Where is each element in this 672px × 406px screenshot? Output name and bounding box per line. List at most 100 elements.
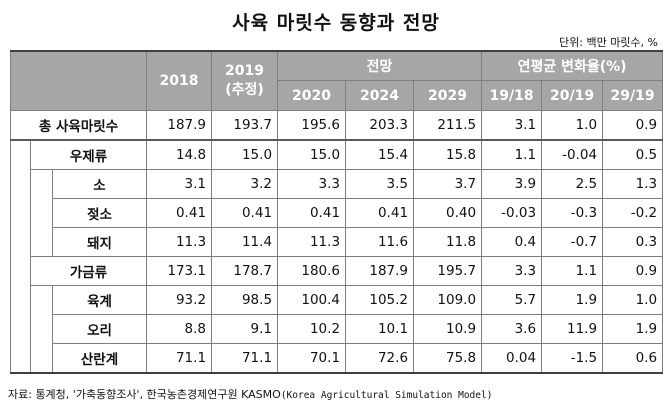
header-29-19: 29/19	[602, 80, 664, 111]
cell: 193.7	[211, 110, 279, 141]
row-label: 가금류	[29, 256, 148, 286]
header-19-18: 19/18	[481, 80, 543, 111]
table-row-total: 총 사육마릿수 187.9 193.7 195.6 203.3 211.5 3.…	[9, 110, 664, 141]
cell: 10.2	[277, 314, 347, 344]
cell: 211.5	[413, 110, 483, 141]
header-20-19: 20/19	[541, 80, 604, 111]
cell: 2.5	[541, 169, 604, 199]
source-english: (Korea Agricultural Simulation Model)	[280, 390, 493, 401]
cell: 3.3	[277, 169, 347, 199]
cell: 10.9	[413, 314, 483, 344]
cell: 3.3	[481, 256, 543, 286]
cell: -0.04	[541, 139, 604, 170]
cell: 72.6	[345, 343, 415, 374]
cell: 105.2	[345, 285, 415, 315]
cell: 0.9	[602, 110, 664, 141]
cell: 3.1	[146, 169, 213, 199]
cell: 1.1	[481, 139, 543, 170]
header-2019-year: 2019	[225, 63, 265, 79]
cell: 187.9	[146, 110, 213, 141]
cell: 10.1	[345, 314, 415, 344]
header-2024: 2024	[345, 80, 415, 111]
cell: 93.2	[146, 285, 213, 315]
cell: 71.1	[146, 343, 213, 374]
table-row-pig: 돼지 11.3 11.4 11.3 11.6 11.8 0.4 -0.7 0.3	[11, 227, 664, 257]
indent-spacer	[10, 140, 31, 373]
cell: 75.8	[413, 343, 483, 374]
header-2020: 2020	[277, 80, 347, 111]
header-growth: 연평균 변화율(%)	[481, 50, 664, 81]
unit-note: 단위: 백만 마릿수, %	[559, 36, 658, 49]
cell: 1.9	[541, 285, 604, 315]
cell: 11.9	[541, 314, 604, 344]
cell: 0.5	[602, 139, 664, 170]
table-row-even-toed: 우제류 14.8 15.0 15.0 15.4 15.8 1.1 -0.04 0…	[10, 139, 664, 373]
cell: 3.1	[481, 110, 543, 141]
cell: 1.0	[541, 110, 604, 141]
row-label: 오리	[51, 314, 148, 344]
cell: -1.5	[541, 343, 604, 374]
header-2018: 2018	[146, 50, 213, 111]
table-row-layer: 산란계 71.1 71.1 70.1 72.6 75.8 0.04 -1.5 0…	[11, 343, 664, 374]
cell: 11.3	[146, 227, 213, 257]
cell: 1.3	[602, 169, 664, 199]
cell: 15.0	[211, 139, 279, 170]
cell: 178.7	[211, 256, 279, 286]
cell: 195.6	[277, 110, 347, 141]
cell: 98.5	[211, 285, 279, 315]
cell: 0.9	[602, 256, 664, 286]
cell: 173.1	[146, 256, 213, 286]
cell: 14.8	[146, 139, 213, 170]
source-text: 자료: 통계청, '가축동향조사', 한국농촌경제연구원 KASMO	[8, 388, 281, 401]
row-label: 돼지	[51, 227, 148, 257]
header-outlook: 전망	[277, 50, 483, 81]
cell: 15.0	[277, 139, 347, 170]
cell: 0.41	[211, 198, 279, 228]
cell: 71.1	[211, 343, 279, 374]
header-2019: 2019 (추정)	[211, 50, 279, 111]
row-label: 산란계	[51, 343, 148, 374]
cell: -0.3	[541, 198, 604, 228]
cell: 11.6	[345, 227, 415, 257]
cell: 0.3	[602, 227, 664, 257]
cell: 0.6	[602, 343, 664, 374]
cell: 187.9	[345, 256, 415, 286]
row-label: 우제류	[29, 139, 148, 170]
cell: 0.41	[146, 198, 213, 228]
row-label: 젖소	[51, 198, 148, 228]
table-row-broiler: 육계 93.2 98.5 100.4 105.2 109.0 5.7 1.9 1…	[11, 285, 664, 373]
livestock-table: 2018 2019 (추정) 전망 연평균 변화율(%) 2020 2024 2…	[9, 50, 664, 374]
cell: 3.9	[481, 169, 543, 199]
table-row-cattle: 소 3.1 3.2 3.3 3.5 3.7 3.9 2.5 1.3	[11, 169, 664, 257]
row-label: 소	[51, 169, 148, 199]
row-label: 육계	[51, 285, 148, 315]
cell: 70.1	[277, 343, 347, 374]
cell: 9.1	[211, 314, 279, 344]
page-title: 사육 마릿수 동향과 전망	[232, 12, 440, 34]
cell: 109.0	[413, 285, 483, 315]
cell: 8.8	[146, 314, 213, 344]
source-note: 자료: 통계청, '가축동향조사', 한국농촌경제연구원 KASMO(Korea…	[8, 386, 492, 402]
cell: 3.7	[413, 169, 483, 199]
cell: 180.6	[277, 256, 347, 286]
cell: 1.9	[602, 314, 664, 344]
row-label: 총 사육마릿수	[9, 110, 148, 141]
cell: 0.4	[481, 227, 543, 257]
indent-spacer	[30, 285, 53, 373]
table-row-dairy: 젖소 0.41 0.41 0.41 0.41 0.40 -0.03 -0.3 -…	[11, 198, 664, 228]
cell: 5.7	[481, 285, 543, 315]
cell: 3.6	[481, 314, 543, 344]
cell: 15.4	[345, 139, 415, 170]
cell: 203.3	[345, 110, 415, 141]
cell: -0.2	[602, 198, 664, 228]
cell: 15.8	[413, 139, 483, 170]
cell: 11.4	[211, 227, 279, 257]
cell: 0.04	[481, 343, 543, 374]
cell: -0.7	[541, 227, 604, 257]
header-2019-note: (추정)	[225, 82, 264, 98]
table-row-poultry: 가금류 173.1 178.7 180.6 187.9 195.7 3.3 1.…	[11, 256, 664, 286]
cell: 11.8	[413, 227, 483, 257]
cell: 1.1	[541, 256, 604, 286]
cell: 100.4	[277, 285, 347, 315]
header-2029: 2029	[413, 80, 483, 111]
